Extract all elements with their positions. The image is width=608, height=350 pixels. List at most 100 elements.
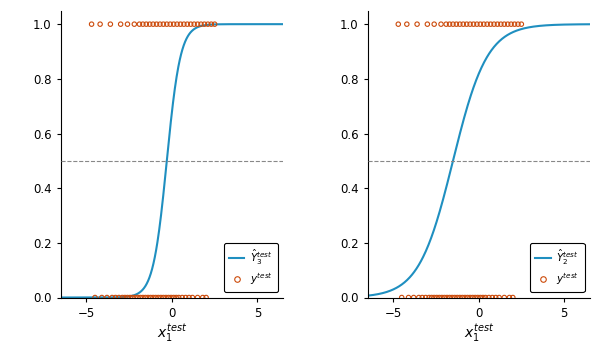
Point — [95, 21, 105, 27]
Point — [174, 295, 184, 300]
Point — [421, 295, 430, 300]
Point — [130, 21, 139, 27]
Point — [130, 295, 140, 300]
Point — [123, 21, 133, 27]
Point — [423, 21, 432, 27]
Point — [424, 295, 434, 300]
Point — [143, 295, 153, 300]
Point — [447, 295, 457, 300]
Point — [193, 295, 202, 300]
Point — [156, 295, 165, 300]
Point — [206, 21, 216, 27]
Point — [169, 21, 179, 27]
Point — [181, 295, 190, 300]
Point — [138, 295, 148, 300]
Point — [482, 21, 492, 27]
Point — [179, 21, 188, 27]
Point — [491, 295, 500, 300]
Point — [432, 295, 441, 300]
Point — [442, 295, 452, 300]
Point — [437, 295, 447, 300]
Point — [142, 21, 151, 27]
Point — [510, 21, 519, 27]
Point — [427, 295, 437, 300]
Point — [517, 21, 527, 27]
Point — [513, 21, 523, 27]
Point — [404, 295, 413, 300]
Point — [429, 295, 439, 300]
Point — [133, 295, 143, 300]
Point — [193, 21, 202, 27]
Point — [409, 295, 418, 300]
Point — [436, 21, 446, 27]
Point — [397, 295, 407, 300]
Point — [484, 295, 494, 300]
Point — [496, 21, 506, 27]
Point — [458, 295, 468, 300]
Point — [472, 21, 482, 27]
Point — [106, 21, 116, 27]
Point — [148, 295, 158, 300]
Point — [116, 21, 125, 27]
Point — [444, 295, 454, 300]
Legend: $\hat{Y}_3^{test}$, $y^{test}$: $\hat{Y}_3^{test}$, $y^{test}$ — [224, 243, 278, 292]
Point — [111, 295, 120, 300]
Point — [393, 21, 403, 27]
Point — [210, 21, 219, 27]
Point — [505, 295, 514, 300]
Point — [465, 21, 475, 27]
Point — [458, 21, 468, 27]
Point — [463, 295, 472, 300]
Point — [97, 295, 106, 300]
Point — [120, 295, 130, 300]
Point — [499, 295, 509, 300]
X-axis label: $x_1^{test}$: $x_1^{test}$ — [157, 322, 187, 344]
Point — [169, 295, 179, 300]
Point — [189, 21, 199, 27]
Point — [473, 295, 483, 300]
Point — [151, 295, 161, 300]
Point — [114, 295, 124, 300]
Point — [188, 295, 198, 300]
Point — [475, 295, 485, 300]
Point — [402, 21, 412, 27]
Point — [435, 295, 444, 300]
Point — [176, 21, 185, 27]
Point — [136, 295, 145, 300]
Point — [203, 21, 213, 27]
Point — [128, 295, 137, 300]
Point — [414, 295, 424, 300]
Point — [479, 21, 489, 27]
Point — [155, 21, 165, 27]
Point — [441, 21, 451, 27]
Point — [471, 295, 480, 300]
Point — [450, 295, 460, 300]
Point — [448, 21, 458, 27]
Point — [480, 295, 490, 300]
Point — [117, 295, 127, 300]
Point — [503, 21, 513, 27]
Point — [159, 21, 168, 27]
Point — [475, 21, 485, 27]
Point — [478, 295, 488, 300]
Point — [506, 21, 516, 27]
Point — [489, 21, 499, 27]
Point — [417, 295, 427, 300]
Point — [164, 295, 173, 300]
Point — [199, 21, 209, 27]
Point — [455, 295, 465, 300]
Point — [145, 21, 154, 27]
Point — [196, 21, 206, 27]
Point — [508, 295, 517, 300]
Point — [499, 21, 509, 27]
Point — [465, 295, 475, 300]
Point — [151, 21, 161, 27]
Point — [148, 21, 158, 27]
Point — [452, 295, 462, 300]
Point — [462, 21, 472, 27]
Point — [140, 295, 150, 300]
Point — [429, 21, 439, 27]
Point — [171, 295, 181, 300]
Point — [87, 21, 97, 27]
Point — [412, 21, 422, 27]
